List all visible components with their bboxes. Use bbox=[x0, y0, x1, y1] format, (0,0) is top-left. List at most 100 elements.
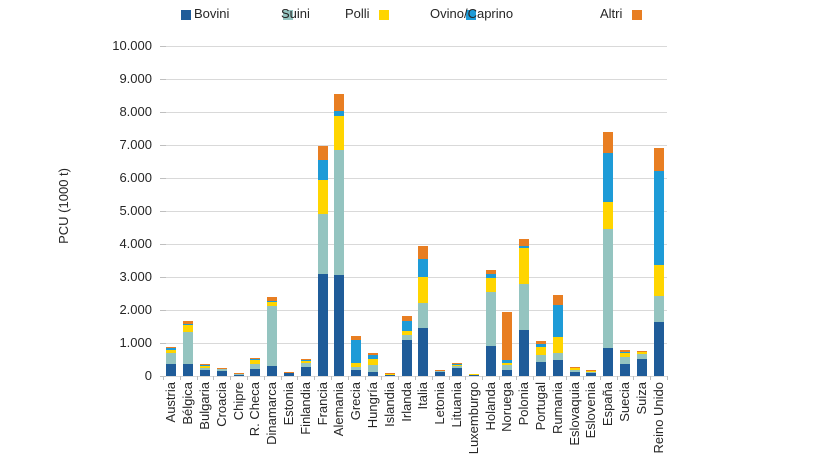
x-tick-mark bbox=[667, 376, 668, 380]
bar-segment-altri bbox=[519, 239, 530, 247]
bar-segment-altri bbox=[300, 358, 311, 360]
bar-segment-suini bbox=[216, 369, 227, 372]
y-tick-label: 8.000 bbox=[119, 104, 152, 119]
bar-segment-ovino-caprino bbox=[552, 305, 563, 338]
bar-segment-ovino-caprino bbox=[519, 246, 530, 248]
x-label-bulgaria: Bulgaria bbox=[197, 382, 212, 430]
x-tick-mark bbox=[398, 376, 400, 380]
x-label-lituania: Lituania bbox=[449, 382, 464, 428]
bar-holanda[interactable] bbox=[485, 270, 496, 376]
x-label-noruega: Noruega bbox=[499, 382, 515, 432]
bar-segment-bovini bbox=[183, 363, 194, 376]
x-label-islandia: Islandia bbox=[381, 382, 397, 427]
x-label-belgica: Bélgica bbox=[180, 382, 196, 425]
bar-suecia[interactable] bbox=[620, 349, 630, 376]
bar-noruega[interactable] bbox=[502, 311, 513, 376]
bar-segment-polli bbox=[620, 353, 630, 357]
bar-segment-altri bbox=[317, 145, 328, 160]
bar-irlanda[interactable] bbox=[401, 315, 412, 376]
bar-segment-bovini bbox=[401, 339, 412, 376]
x-label-suecia: Suecia bbox=[617, 382, 632, 422]
x-tick-mark bbox=[163, 376, 164, 380]
bar-finlandia[interactable] bbox=[300, 358, 311, 376]
y-tick-mark bbox=[160, 178, 166, 179]
bar-segment-bovini bbox=[569, 372, 580, 376]
legend-marker-altri bbox=[632, 10, 642, 20]
bar-grecia[interactable] bbox=[351, 336, 362, 376]
bar-bulgaria[interactable] bbox=[200, 364, 210, 376]
bar-italia[interactable] bbox=[418, 245, 429, 376]
bar-segment-altri bbox=[334, 93, 345, 111]
y-tick-mark bbox=[160, 112, 166, 113]
bar-segment-suini bbox=[536, 355, 546, 362]
x-label-chipre: Chipre bbox=[230, 382, 246, 421]
bar-segment-polli bbox=[267, 301, 278, 307]
bar-letonia[interactable] bbox=[435, 369, 446, 376]
legend-marker-polli bbox=[379, 10, 389, 20]
x-tick-mark bbox=[247, 376, 248, 380]
x-tick-mark bbox=[583, 376, 584, 380]
bar-segment-altri bbox=[536, 341, 546, 344]
y-tick-label: 0 bbox=[144, 368, 152, 383]
y-tick-mark bbox=[160, 277, 166, 278]
bar-segment-suini bbox=[401, 334, 412, 340]
bar-estonia[interactable] bbox=[284, 371, 294, 376]
bar-croacia[interactable] bbox=[216, 368, 227, 376]
bar-segment-polli bbox=[569, 368, 580, 371]
bar-segment-polli bbox=[216, 368, 227, 370]
bar-segment-suini bbox=[485, 291, 496, 347]
bar-portugal[interactable] bbox=[536, 341, 546, 376]
bar-segment-ovino-caprino bbox=[183, 324, 194, 325]
y-tick-label: 5.000 bbox=[119, 203, 152, 218]
bar-segment-polli bbox=[334, 116, 345, 150]
bar-segment-ovino-caprino bbox=[636, 351, 647, 353]
bar-segment-ovino-caprino bbox=[401, 320, 412, 332]
bar-segment-ovino-caprino bbox=[418, 258, 429, 277]
bar-hungria[interactable] bbox=[368, 352, 378, 376]
bar-eslovaquia[interactable] bbox=[569, 367, 580, 376]
bar-segment-polli bbox=[603, 202, 614, 230]
bar-suiza[interactable] bbox=[636, 350, 647, 376]
x-label-r-checa: R. Checa bbox=[247, 382, 263, 437]
bar-chipre[interactable] bbox=[233, 372, 244, 376]
bar-islandia[interactable] bbox=[384, 373, 395, 376]
bar-segment-bovini bbox=[502, 370, 513, 376]
bar-segment-polli bbox=[368, 359, 378, 366]
bar-segment-polli bbox=[250, 360, 261, 365]
bar-segment-ovino-caprino bbox=[300, 359, 311, 361]
bar-luxemburgo[interactable] bbox=[468, 373, 479, 376]
bar-belgica[interactable] bbox=[183, 321, 194, 376]
x-label-portugal: Portugal bbox=[533, 382, 548, 431]
bar-segment-suini bbox=[300, 363, 311, 368]
bar-r-checa[interactable] bbox=[250, 357, 261, 376]
bar-segment-altri bbox=[351, 336, 362, 341]
bar-segment-polli bbox=[200, 365, 210, 368]
x-tick-mark bbox=[566, 376, 568, 380]
x-tick-mark bbox=[515, 376, 517, 380]
bar-segment-bovini bbox=[536, 361, 546, 376]
bar-segment-suini bbox=[653, 296, 664, 322]
bar-espana[interactable] bbox=[603, 131, 614, 376]
bar-reino-unido[interactable] bbox=[653, 148, 664, 376]
bar-alemania[interactable] bbox=[334, 93, 345, 376]
bar-segment-bovini bbox=[418, 328, 429, 376]
y-tick-mark bbox=[160, 244, 166, 245]
bar-rumania[interactable] bbox=[552, 295, 563, 376]
x-label-italia: Italia bbox=[415, 382, 431, 410]
bar-eslovenia[interactable] bbox=[586, 370, 597, 376]
bar-dinamarca[interactable] bbox=[267, 297, 278, 376]
y-axis-title: PCU (1000 t) bbox=[56, 168, 71, 244]
bar-segment-suini bbox=[317, 214, 328, 274]
bar-segment-suini bbox=[452, 366, 462, 369]
x-label-holanda: Holanda bbox=[482, 382, 498, 431]
bar-segment-polli bbox=[317, 179, 328, 215]
bar-segment-altri bbox=[418, 245, 429, 259]
legend-label-suini: Suini bbox=[281, 6, 310, 21]
bar-segment-polli bbox=[452, 364, 462, 367]
bar-austria[interactable] bbox=[166, 346, 177, 376]
bar-francia[interactable] bbox=[317, 145, 328, 376]
bar-polonia[interactable] bbox=[519, 239, 530, 376]
bar-lituania[interactable] bbox=[452, 363, 462, 376]
gridline bbox=[163, 343, 667, 344]
bar-segment-altri bbox=[166, 346, 177, 348]
